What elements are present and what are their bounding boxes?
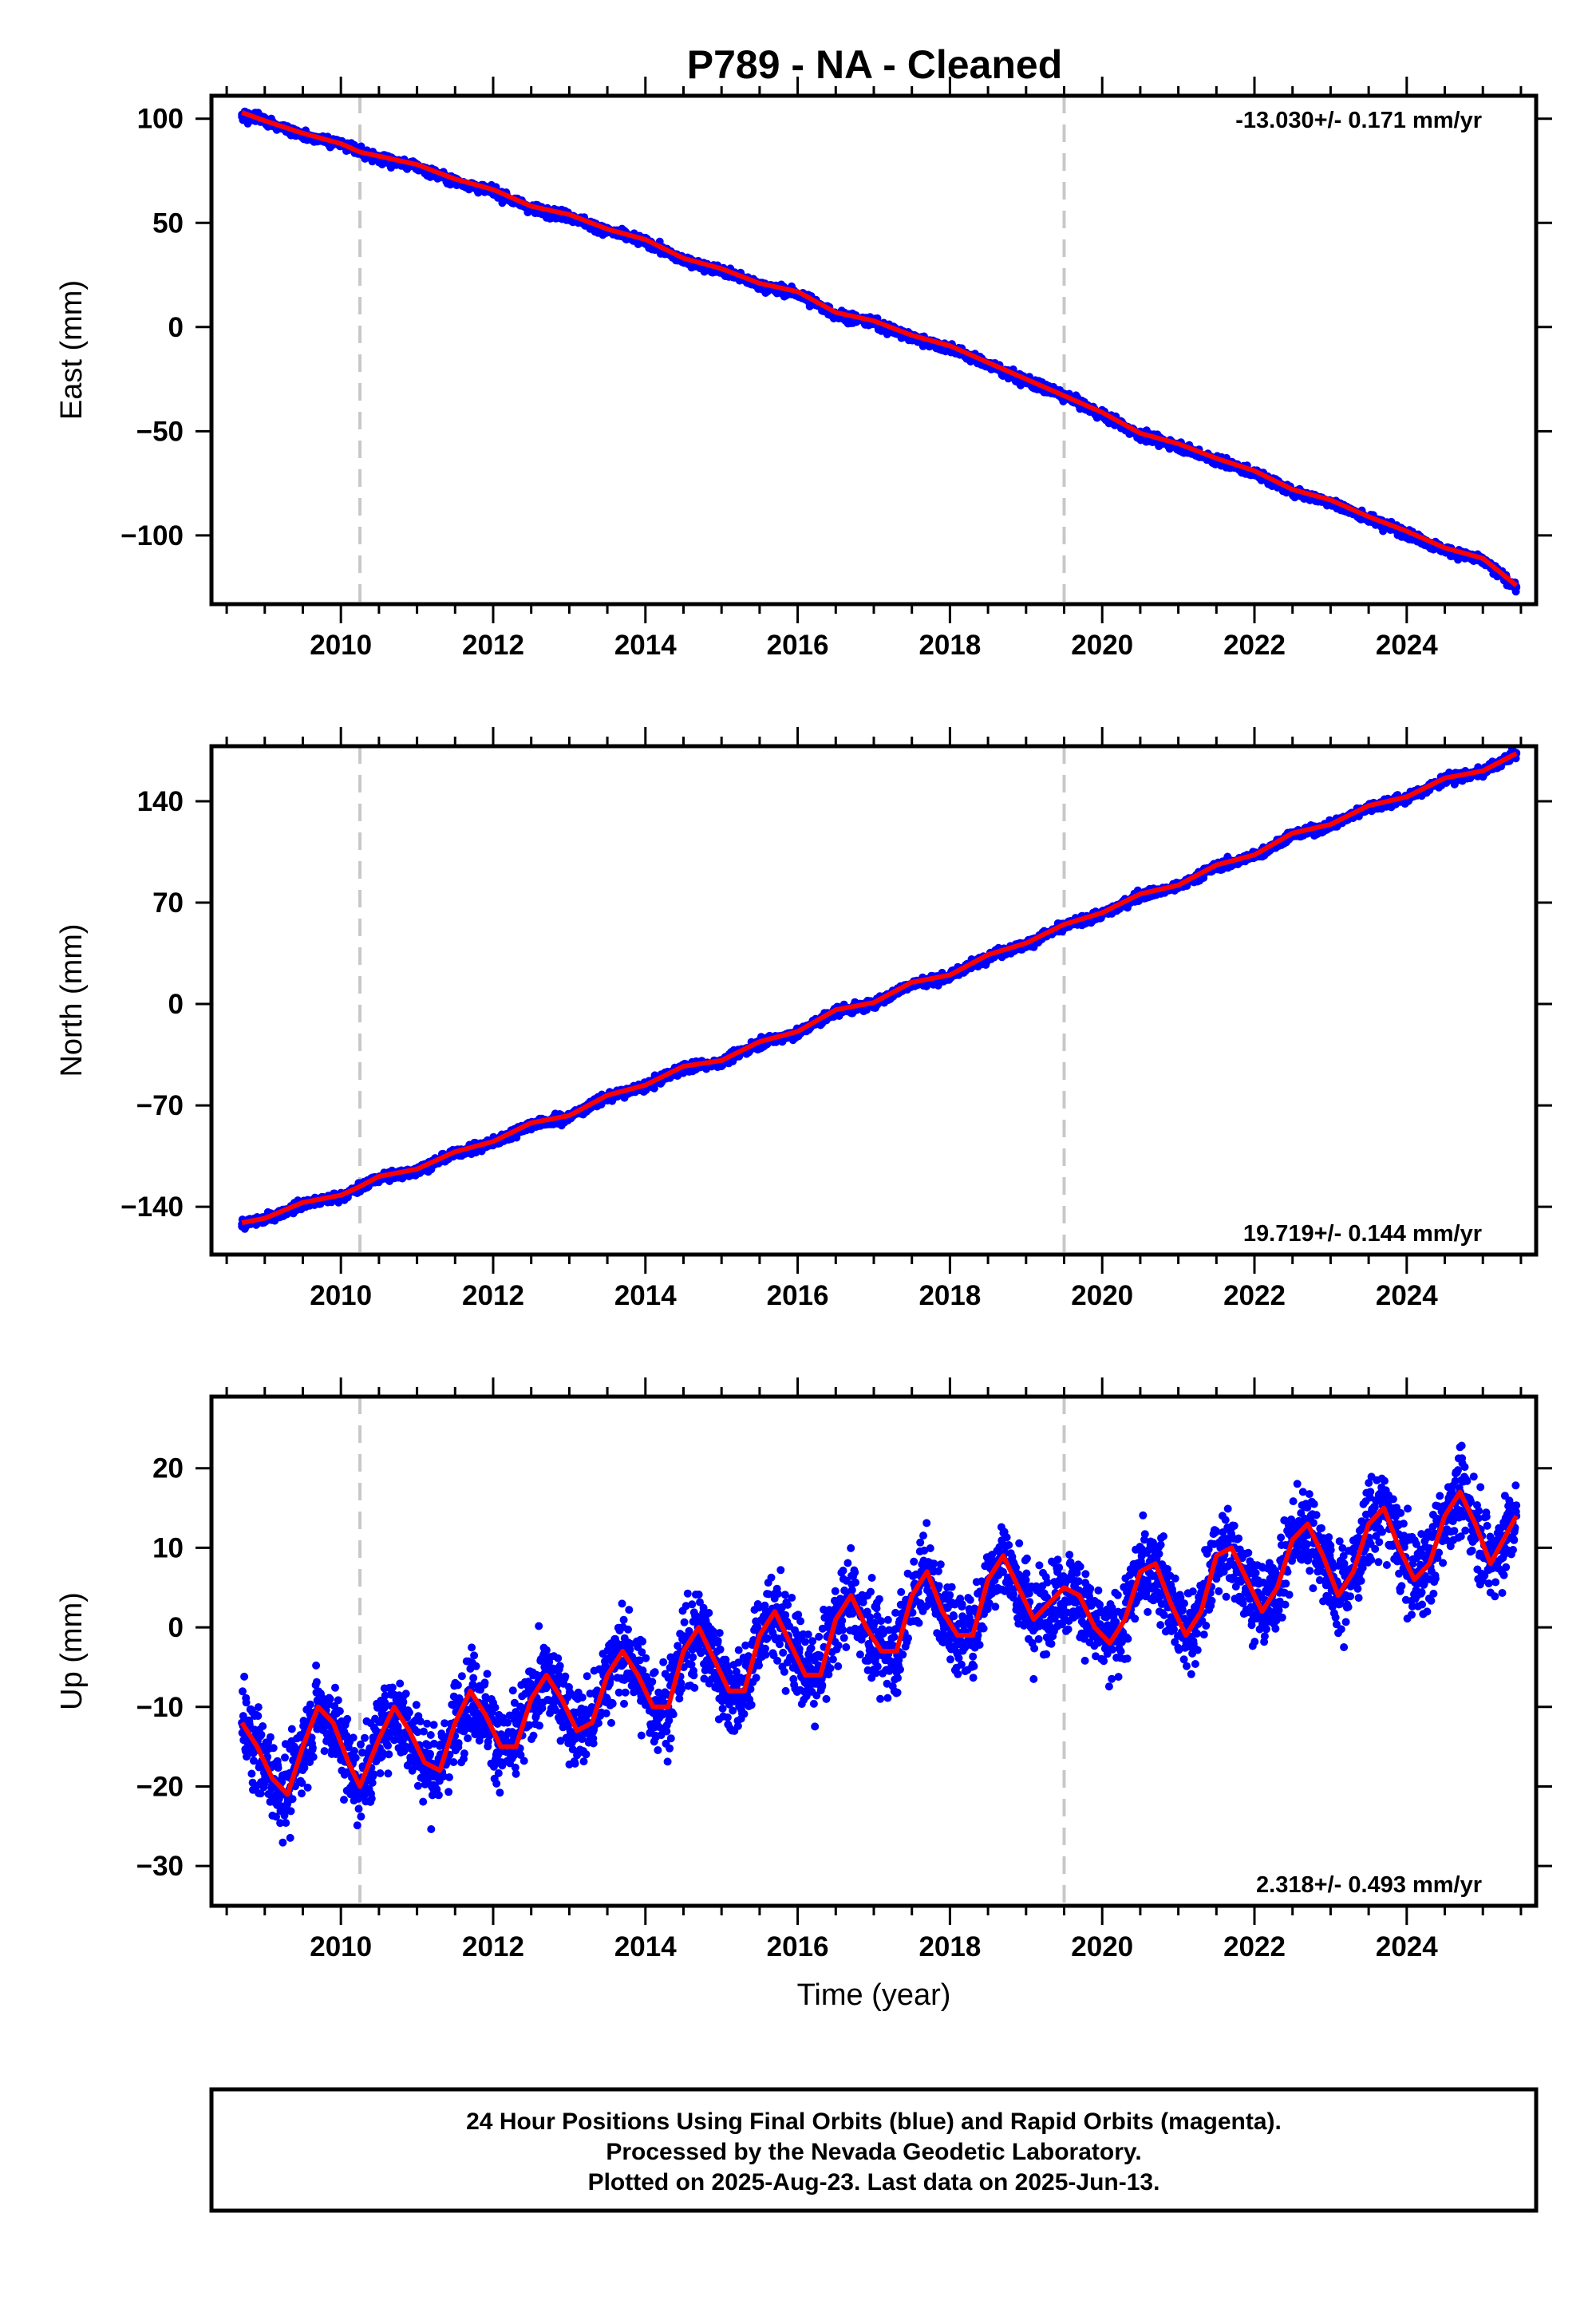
y-tick-label: 0: [168, 312, 184, 343]
position-point: [597, 1100, 606, 1109]
x-tick-label: 2016: [767, 630, 829, 661]
x-tick-label: 2010: [310, 630, 372, 661]
daily-solutions: [238, 107, 1521, 596]
velocity-rate-label: -13.030+/- 0.171 mm/yr: [1235, 108, 1482, 133]
figure-title: P789 - NA - Cleaned: [687, 42, 1063, 87]
x-tick-label: 2022: [1223, 630, 1286, 661]
daily-solutions: [238, 746, 1521, 1233]
model-fit-line: [241, 110, 1519, 587]
y-tick-label: 50: [152, 207, 184, 239]
x-tick-label: 2014: [614, 630, 677, 661]
x-tick-label: 2020: [1071, 630, 1133, 661]
y-tick-label: −100: [120, 520, 184, 551]
north-panel: 2010 2012 2014 2016 2018 2020 2022 2024140700−7…: [55, 727, 1552, 1311]
plot-area: [238, 746, 1521, 1255]
y-tick-label: −50: [136, 416, 184, 447]
x-tick-label: 2018: [918, 630, 981, 661]
x-tick-label: 2012: [462, 630, 524, 661]
plot-area: [238, 96, 1521, 604]
x-tick-label: 2024: [1376, 630, 1438, 661]
east-panel: 2010 2012 2014 2016 2018 2020 2022 2024 100 50 0 −5…: [55, 77, 1552, 661]
y-axis-label: East (mm): [55, 280, 89, 420]
y-tick-label: 100: [137, 104, 184, 135]
panel-frame: [209, 93, 1539, 607]
